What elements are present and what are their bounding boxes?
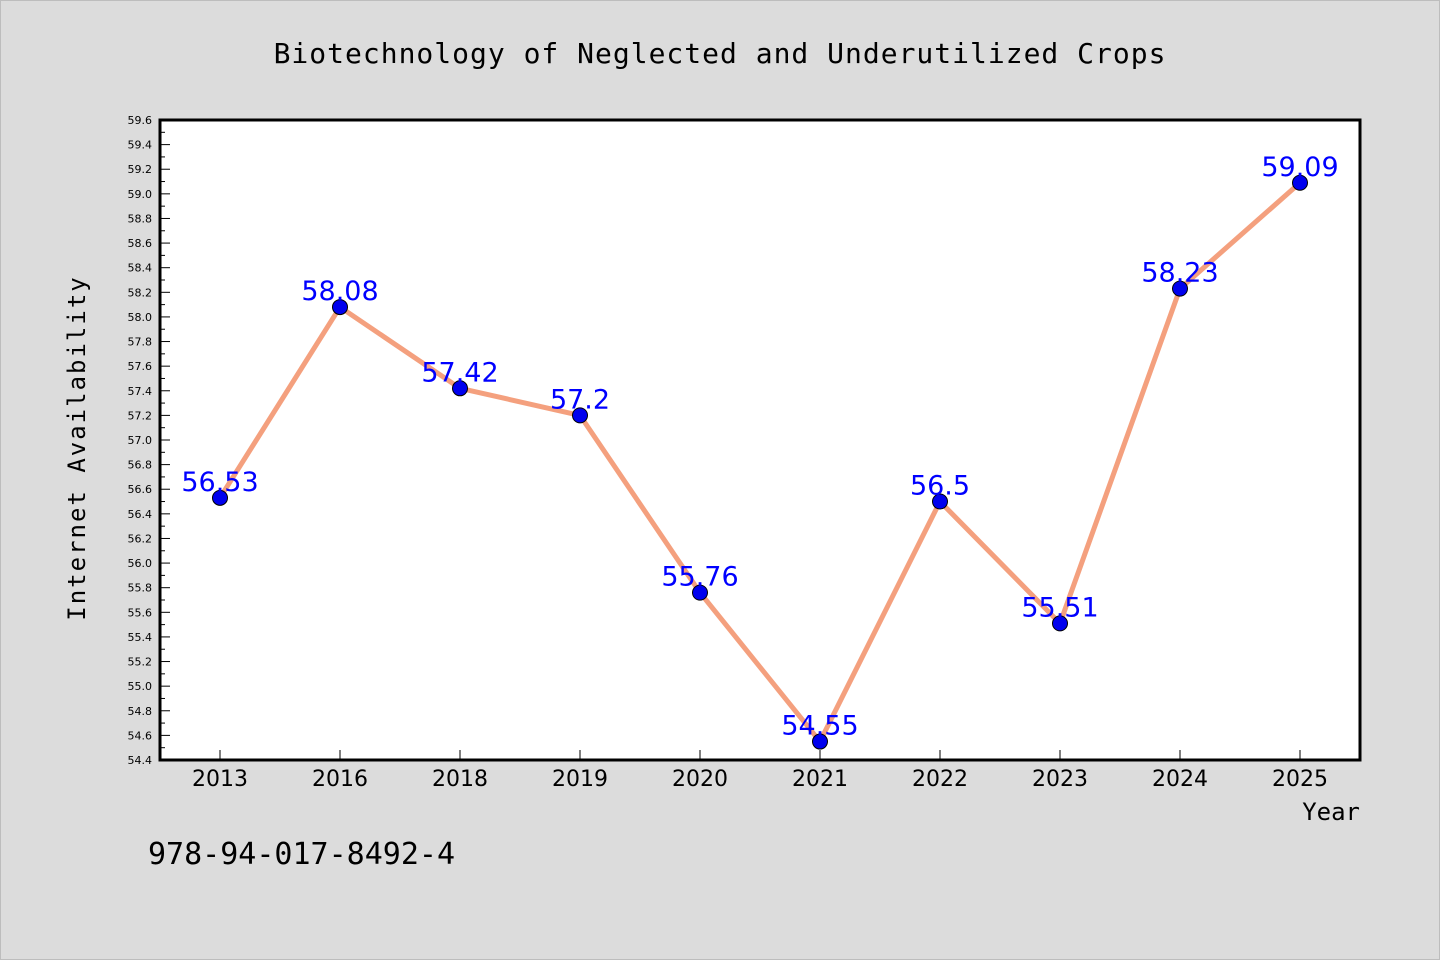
data-point: [212, 489, 228, 506]
plot-border: [158, 118, 1362, 762]
y-tick-label: 55.6: [128, 606, 153, 619]
y-axis-ticks: 54.4 54.6 54.8 55.0 55.2 55.4 55.6 55.8 56.0 56.2…: [128, 114, 170, 767]
x-tick-label: 2023: [1032, 767, 1088, 792]
y-tick-label: 57.2: [128, 409, 153, 422]
x-tick-label: 2020: [672, 767, 728, 792]
x-tick-label: 2018: [432, 767, 488, 792]
y-tick-label: 56.2: [128, 532, 153, 545]
isbn-annotation: 978-94-017-8492-4: [148, 837, 455, 872]
y-tick-label: 55.2: [128, 656, 153, 669]
data-label: 57.42: [421, 357, 498, 388]
x-tick-label: 2025: [1272, 767, 1328, 792]
x-axis-label: Year: [1302, 798, 1360, 826]
y-tick-label: 59.6: [128, 114, 153, 127]
y-tick-label: 58.2: [128, 286, 153, 299]
y-tick-label: 59.0: [128, 188, 153, 201]
data-label: 56.5: [910, 471, 970, 502]
data-point: [1172, 280, 1188, 297]
x-tick-label: 2016: [312, 767, 368, 792]
x-tick-label: 2019: [552, 767, 608, 792]
y-tick-label: 57.4: [128, 385, 153, 398]
data-point: [932, 493, 948, 510]
data-label: 57.2: [550, 384, 610, 415]
data-point: [812, 733, 828, 750]
y-tick-label: 58.0: [128, 311, 153, 324]
y-tick-label: 57.8: [128, 336, 153, 349]
x-tick-label: 2022: [912, 767, 968, 792]
chart-title: Biotechnology of Neglected and Underutil…: [274, 37, 1167, 70]
y-tick-label: 55.0: [128, 680, 153, 693]
series-group: 56.53 58.08 57.42 57.2 55.76 54.55 56.5 55.51 58…: [181, 152, 1339, 750]
data-point: [572, 407, 588, 424]
data-label: 56.53: [181, 467, 258, 498]
y-tick-label: 57.0: [128, 434, 153, 447]
y-tick-label: 55.8: [128, 582, 153, 595]
y-tick-label: 56.4: [128, 508, 153, 521]
y-axis-label: Internet Availability: [63, 275, 91, 620]
x-tick-label: 2024: [1152, 767, 1208, 792]
y-tick-label: 58.4: [128, 262, 153, 275]
x-tick-label: 2021: [792, 767, 848, 792]
y-tick-label: 56.0: [128, 557, 153, 570]
data-label: 55.76: [661, 562, 738, 593]
data-label: 54.55: [781, 711, 858, 742]
data-label: 58.23: [1141, 258, 1218, 289]
y-tick-label: 56.6: [128, 483, 153, 496]
data-point: [452, 380, 468, 397]
plot-area: [160, 120, 1360, 760]
data-label: 58.08: [301, 276, 378, 307]
data-point: [1292, 174, 1308, 191]
data-label: 59.09: [1261, 152, 1338, 183]
data-label: 55.51: [1021, 592, 1098, 623]
y-tick-label: 59.2: [128, 163, 153, 176]
y-tick-label: 55.4: [128, 631, 153, 644]
x-axis-ticks: 2013 2016 2018 2019 2020 2021 2022 2023 2024 2025: [192, 750, 1328, 792]
data-point: [692, 584, 708, 601]
y-tick-label: 54.6: [128, 729, 153, 742]
x-tick-label: 2013: [192, 767, 248, 792]
y-tick-label: 56.8: [128, 459, 153, 472]
y-tick-label: 57.6: [128, 360, 153, 373]
y-tick-label: 54.8: [128, 705, 153, 718]
y-tick-label: 54.4: [128, 754, 153, 767]
y-tick-label: 59.4: [128, 139, 153, 152]
y-tick-label: 58.6: [128, 237, 153, 250]
data-point: [1052, 615, 1068, 632]
y-tick-label: 58.8: [128, 212, 153, 225]
series-line: [217, 180, 1303, 745]
data-point: [332, 299, 348, 316]
